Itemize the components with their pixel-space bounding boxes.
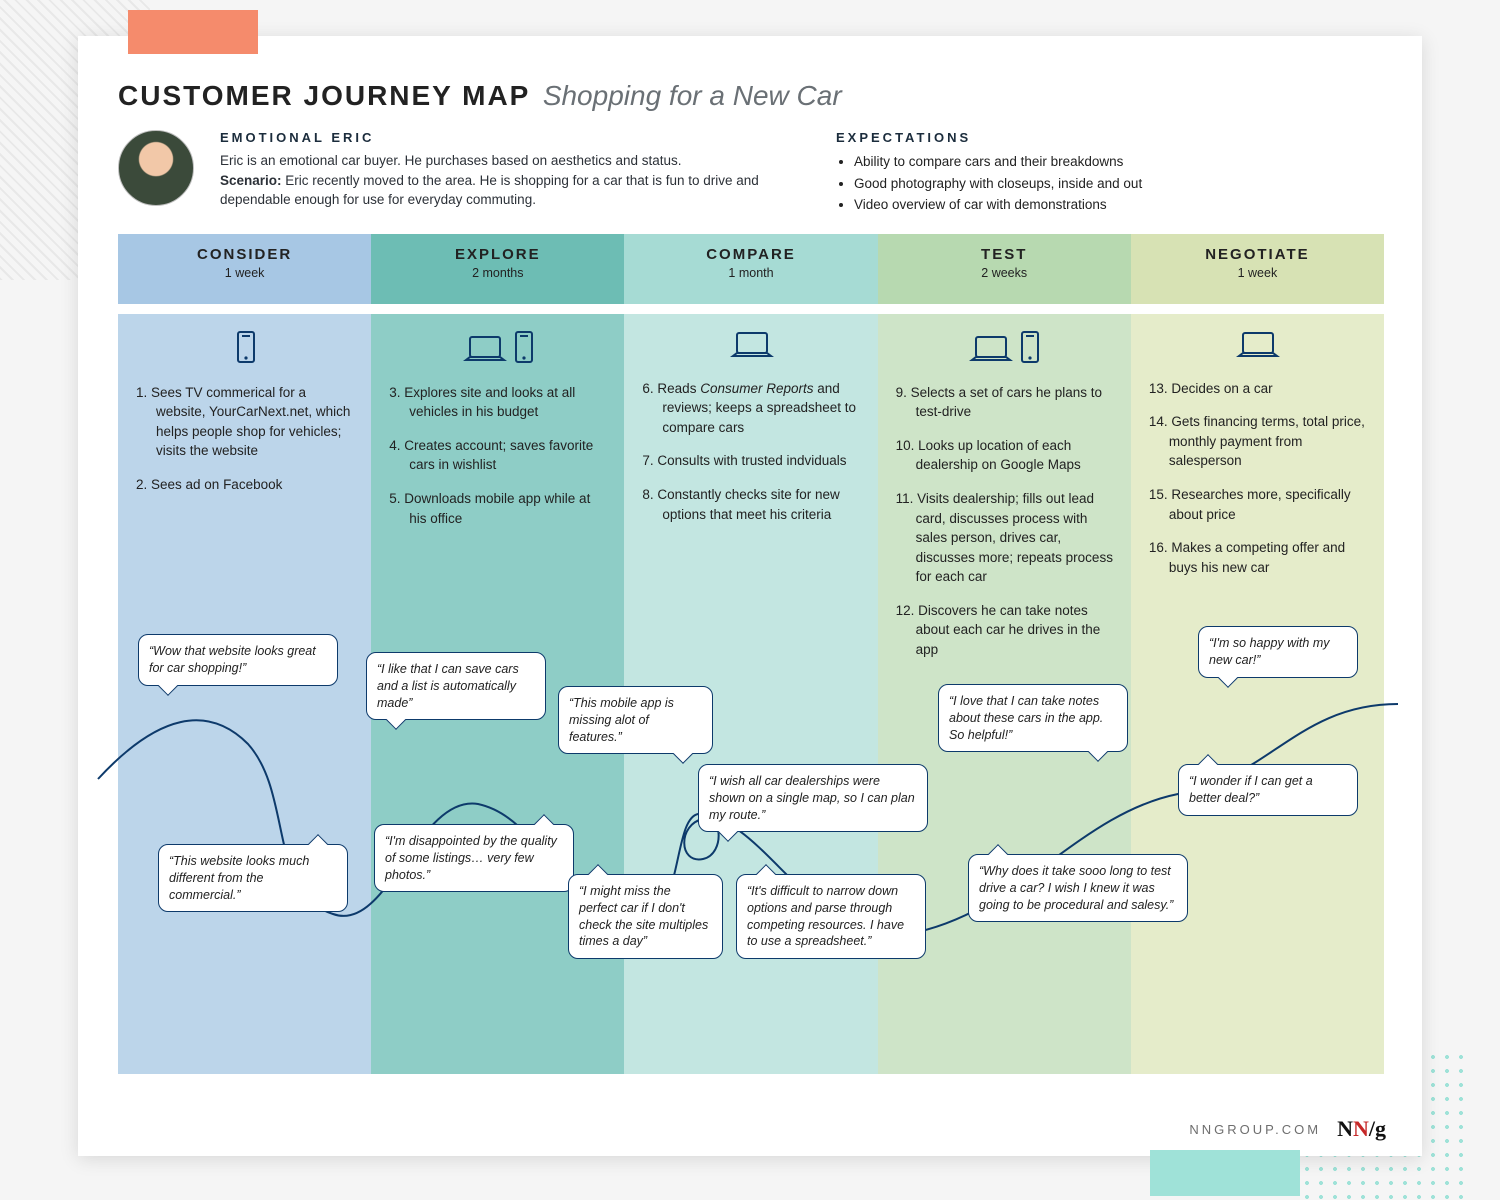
title-row: CUSTOMER JOURNEY MAP Shopping for a New … xyxy=(118,80,1386,112)
quote-bubble: “I'm disappointed by the quality of some… xyxy=(374,824,574,893)
phase-step: 1. Sees TV commerical for a website, You… xyxy=(136,383,355,461)
journey-map-card: CUSTOMER JOURNEY MAP Shopping for a New … xyxy=(78,36,1422,1156)
phase-step: 5. Downloads mobile app while at his off… xyxy=(389,489,608,528)
quote-bubble: “This website looks much different from … xyxy=(158,844,348,913)
device-icons xyxy=(389,330,608,369)
phase-step: 15. Researches more, specifically about … xyxy=(1149,485,1368,524)
phase-name: COMPARE xyxy=(624,246,877,263)
phase-step: 14. Gets financing terms, total price, m… xyxy=(1149,412,1368,471)
page-title: CUSTOMER JOURNEY MAP xyxy=(118,80,530,111)
phase-steps: 3. Explores site and looks at all vehicl… xyxy=(389,383,608,528)
expectation-item: Video overview of car with demonstration… xyxy=(854,194,1386,216)
scenario-label: Scenario: xyxy=(220,173,282,188)
persona-scenario: Scenario: Eric recently moved to the are… xyxy=(220,171,780,210)
phase-headers: CONSIDER1 weekEXPLORE2 monthsCOMPARE1 mo… xyxy=(118,234,1384,304)
footer-site: NNGROUP.COM xyxy=(1189,1122,1321,1137)
phase-step: 9. Selects a set of cars he plans to tes… xyxy=(896,383,1115,422)
phase-step: 10. Looks up location of each dealership… xyxy=(896,436,1115,475)
quote-bubble: “I wish all car dealerships were shown o… xyxy=(698,764,928,833)
expectations-label: EXPECTATIONS xyxy=(836,130,1386,145)
page-subtitle: Shopping for a New Car xyxy=(543,80,842,111)
expectation-item: Good photography with closeups, inside a… xyxy=(854,173,1386,195)
accent-teal-block xyxy=(1150,1150,1300,1196)
phase-name: TEST xyxy=(878,246,1131,263)
device-icons xyxy=(896,330,1115,369)
expectations-block: EXPECTATIONS Ability to compare cars and… xyxy=(836,130,1386,216)
nn-logo: NN/g xyxy=(1337,1116,1386,1142)
persona-desc1: Eric is an emotional car buyer. He purch… xyxy=(220,151,780,171)
phase-duration: 1 week xyxy=(1131,266,1384,280)
quote-bubble: “I'm so happy with my new car!” xyxy=(1198,626,1358,678)
quote-bubble: “I might miss the perfect car if I don't… xyxy=(568,874,723,960)
phase-steps: 1. Sees TV commerical for a website, You… xyxy=(136,383,355,495)
phase-header-consider: CONSIDER 1 week xyxy=(118,234,371,304)
card-footer: NNGROUP.COM NN/g xyxy=(1189,1116,1386,1142)
phase-step: 6. Reads Consumer Reports and reviews; k… xyxy=(642,379,861,438)
phases-container: CONSIDER1 weekEXPLORE2 monthsCOMPARE1 mo… xyxy=(118,234,1384,1074)
stage: CUSTOMER JOURNEY MAP Shopping for a New … xyxy=(0,0,1500,1200)
phase-step: 7. Consults with trusted indviduals xyxy=(642,451,861,471)
phase-step: 12. Discovers he can take notes about ea… xyxy=(896,601,1115,660)
device-icons xyxy=(1149,330,1368,365)
phase-duration: 2 weeks xyxy=(878,266,1131,280)
phase-step: 13. Decides on a car xyxy=(1149,379,1368,399)
logo-n2-red: N xyxy=(1353,1116,1369,1141)
quote-bubble: “Why does it take sooo long to test driv… xyxy=(968,854,1188,923)
phase-header-negotiate: NEGOTIATE 1 week xyxy=(1131,234,1384,304)
phase-step: 16. Makes a competing offer and buys his… xyxy=(1149,538,1368,577)
quote-bubble: “This mobile app is missing alot of feat… xyxy=(558,686,713,755)
quote-bubble: “I love that I can take notes about thes… xyxy=(938,684,1128,753)
phase-bodies: 1. Sees TV commerical for a website, You… xyxy=(118,314,1384,1074)
expectations-list: Ability to compare cars and their breakd… xyxy=(854,151,1386,216)
persona-avatar xyxy=(118,130,194,206)
phase-header-compare: COMPARE 1 month xyxy=(624,234,877,304)
phase-duration: 1 month xyxy=(624,266,877,280)
expectation-item: Ability to compare cars and their breakd… xyxy=(854,151,1386,173)
phase-body-consider: 1. Sees TV commerical for a website, You… xyxy=(118,314,371,1074)
phase-step: 3. Explores site and looks at all vehicl… xyxy=(389,383,608,422)
persona-row: EMOTIONAL ERIC Eric is an emotional car … xyxy=(118,130,1386,216)
phase-header-test: TEST 2 weeks xyxy=(878,234,1131,304)
persona-name: EMOTIONAL ERIC xyxy=(220,130,780,145)
phase-body-negotiate: 13. Decides on a car 14. Gets financing t… xyxy=(1131,314,1384,1074)
phase-header-explore: EXPLORE 2 months xyxy=(371,234,624,304)
phase-name: CONSIDER xyxy=(118,246,371,263)
device-icons xyxy=(642,330,861,365)
phase-steps: 13. Decides on a car 14. Gets financing t… xyxy=(1149,379,1368,578)
accent-orange-block xyxy=(128,10,258,54)
phase-step: 2. Sees ad on Facebook xyxy=(136,475,355,495)
quote-bubble: “I wonder if I can get a better deal?” xyxy=(1178,764,1358,816)
persona-text: EMOTIONAL ERIC Eric is an emotional car … xyxy=(220,130,780,210)
phase-name: NEGOTIATE xyxy=(1131,246,1384,263)
logo-g: /g xyxy=(1369,1116,1386,1141)
logo-n1: N xyxy=(1337,1116,1353,1141)
phase-duration: 1 week xyxy=(118,266,371,280)
phase-steps: 9. Selects a set of cars he plans to tes… xyxy=(896,383,1115,660)
phase-step: 11. Visits dealership; fills out lead ca… xyxy=(896,489,1115,587)
phase-duration: 2 months xyxy=(371,266,624,280)
quote-bubble: “It's difficult to narrow down options a… xyxy=(736,874,926,960)
quote-bubble: “Wow that website looks great for car sh… xyxy=(138,634,338,686)
phase-step: 4. Creates account; saves favorite cars … xyxy=(389,436,608,475)
quote-bubble: “I like that I can save cars and a list … xyxy=(366,652,546,721)
phase-name: EXPLORE xyxy=(371,246,624,263)
phase-step: 8. Constantly checks site for new option… xyxy=(642,485,861,524)
scenario-text: Eric recently moved to the area. He is s… xyxy=(220,173,759,208)
device-icons xyxy=(136,330,355,369)
phase-steps: 6. Reads Consumer Reports and reviews; k… xyxy=(642,379,861,524)
